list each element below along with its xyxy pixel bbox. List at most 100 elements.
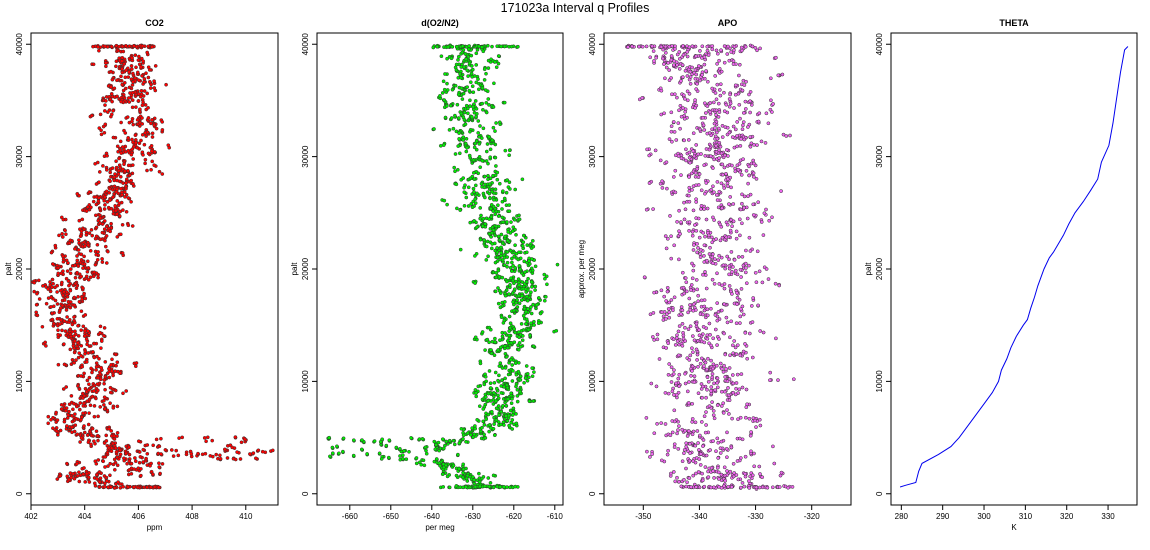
data-point xyxy=(702,260,707,264)
data-point xyxy=(724,235,729,240)
data-point xyxy=(741,263,746,268)
data-point xyxy=(143,131,148,135)
data-point xyxy=(445,474,450,479)
data-point xyxy=(464,476,469,481)
data-point xyxy=(71,343,76,348)
data-point xyxy=(702,364,706,368)
data-point xyxy=(103,203,107,207)
data-point xyxy=(92,439,96,444)
data-point xyxy=(114,190,119,194)
data-point xyxy=(680,343,685,348)
data-point xyxy=(724,367,728,371)
data-point xyxy=(687,199,692,204)
data-point xyxy=(691,208,696,213)
data-point xyxy=(748,249,753,253)
data-point xyxy=(729,185,733,190)
data-point xyxy=(731,474,736,479)
data-point xyxy=(707,404,712,408)
data-point xyxy=(137,54,141,59)
data-point xyxy=(124,43,128,48)
data-point xyxy=(108,385,113,390)
data-point xyxy=(694,228,699,233)
data-point xyxy=(671,308,675,313)
data-point xyxy=(55,302,60,306)
data-point xyxy=(704,69,708,73)
data-point xyxy=(97,180,101,185)
data-point xyxy=(136,466,141,471)
data-point xyxy=(711,215,715,220)
data-point xyxy=(687,155,692,160)
data-point xyxy=(110,166,115,170)
data-point xyxy=(126,196,131,200)
data-point xyxy=(56,332,60,337)
data-point xyxy=(417,437,422,441)
data-point xyxy=(484,100,489,105)
data-point xyxy=(685,480,689,485)
data-point xyxy=(496,214,501,218)
panel-2: APO-350 -340 -330 -320010000200003000040000… xyxy=(577,18,852,521)
data-point xyxy=(133,76,138,81)
data-point xyxy=(502,318,507,323)
data-point xyxy=(455,206,459,211)
data-point xyxy=(474,147,479,152)
data-point xyxy=(716,258,721,262)
data-point xyxy=(727,366,732,370)
data-point xyxy=(529,280,534,284)
data-point xyxy=(68,267,73,271)
data-point xyxy=(626,45,630,49)
data-point xyxy=(490,189,494,194)
data-point xyxy=(96,199,101,204)
data-layer xyxy=(30,43,275,490)
data-point xyxy=(698,361,703,366)
data-point xyxy=(518,389,523,394)
data-point xyxy=(507,329,512,333)
data-point xyxy=(758,329,763,333)
data-point xyxy=(463,183,467,188)
data-point xyxy=(705,367,709,372)
data-point xyxy=(121,49,126,54)
data-point xyxy=(735,459,740,463)
data-point xyxy=(498,338,502,343)
data-point xyxy=(516,347,521,352)
data-point xyxy=(458,71,462,76)
data-point xyxy=(692,338,697,343)
data-point xyxy=(114,352,118,357)
data-point xyxy=(486,391,491,396)
data-point xyxy=(739,275,743,279)
data-point xyxy=(341,449,345,454)
data-point xyxy=(747,173,752,178)
data-point xyxy=(503,331,507,335)
data-point xyxy=(711,413,716,417)
data-point xyxy=(111,195,115,200)
data-point xyxy=(151,472,155,477)
data-point xyxy=(672,130,677,134)
data-point xyxy=(695,429,700,433)
data-point xyxy=(218,453,222,458)
data-point xyxy=(446,45,451,49)
data-point xyxy=(530,268,535,273)
data-point xyxy=(726,386,730,390)
data-point xyxy=(669,129,674,134)
x-tick-label: -640 xyxy=(424,512,441,521)
data-point xyxy=(466,74,470,78)
data-point xyxy=(674,392,679,397)
x-tick-label: 402 xyxy=(24,512,38,521)
data-point xyxy=(469,53,474,58)
data-point xyxy=(674,336,679,340)
data-point xyxy=(474,114,478,119)
data-point xyxy=(118,165,123,170)
data-point xyxy=(693,98,697,102)
data-point xyxy=(678,126,682,131)
data-point xyxy=(127,44,132,49)
data-point xyxy=(506,230,511,234)
data-point xyxy=(167,145,172,150)
data-point xyxy=(456,144,461,148)
data-point xyxy=(67,317,72,322)
data-point xyxy=(494,224,499,229)
data-point xyxy=(791,377,796,382)
data-point xyxy=(469,114,474,119)
data-point xyxy=(711,100,716,105)
data-point xyxy=(404,457,409,462)
data-point xyxy=(674,381,678,386)
data-point xyxy=(702,55,707,59)
